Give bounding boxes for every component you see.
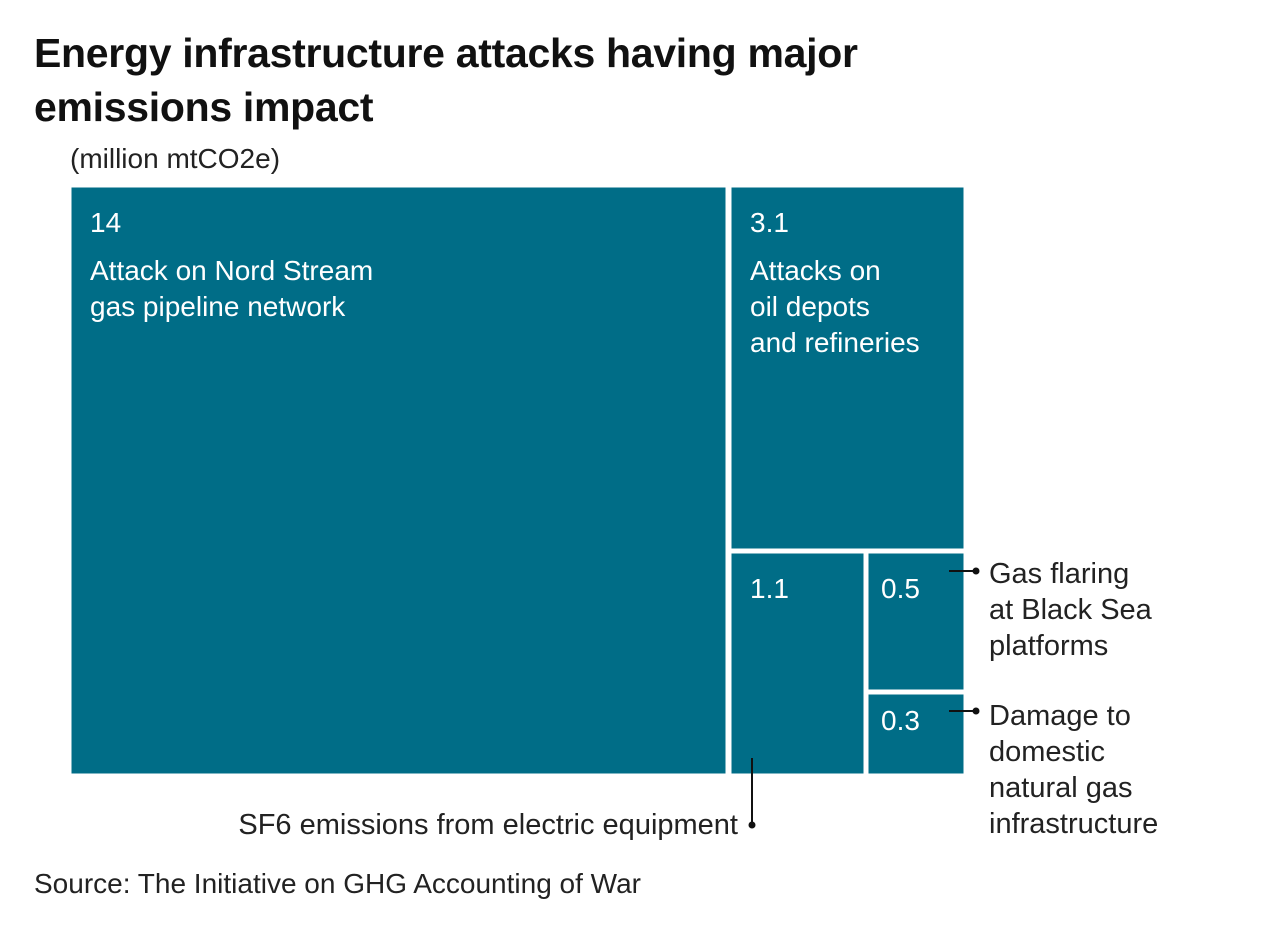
source-note: Source: The Initiative on GHG Accounting… [34,868,641,899]
tile-value-nord-stream: 14 [90,207,121,238]
chart-unit-label: (million mtCO2e) [70,143,281,174]
tile-label-nord-stream: Attack on Nord Stream [90,255,373,286]
tile-label-oil-depots: Attacks on [750,255,881,286]
callout-label-gas-infrastructure: natural gas [989,772,1133,804]
tile-value-gas-flaring: 0.5 [881,573,920,604]
tile-label-oil-depots: and refineries [750,327,920,358]
treemap-tile-nord-stream [68,184,729,777]
treemap-tile-gas-infrastructure [865,691,967,777]
callout-label-sf6: SF6 emissions from electric equipment [238,809,738,841]
treemap-tile-sf6 [728,550,867,777]
leader-dot-gas-infrastructure [972,707,980,715]
tile-value-sf6: 1.1 [750,573,789,604]
leader-dot-sf6 [748,821,756,829]
callout-label-gas-flaring: platforms [989,630,1108,662]
callout-label-gas-infrastructure: infrastructure [989,808,1158,840]
treemap-tile-oil-depots [728,184,967,552]
leader-dot-gas-flaring [972,567,980,575]
chart-title: Energy infrastructure attacks having maj… [34,30,858,130]
treemap-tile-gas-flaring [865,550,967,693]
callout-label-gas-flaring: Gas flaring [989,558,1129,590]
tile-value-oil-depots: 3.1 [750,207,789,238]
callout-label-gas-infrastructure: Damage to [989,700,1131,732]
tile-value-gas-infrastructure: 0.3 [881,705,920,736]
tile-label-nord-stream: gas pipeline network [90,291,346,322]
callout-label-gas-flaring: at Black Sea [989,594,1153,626]
callout-label-gas-infrastructure: domestic [989,736,1105,768]
tile-label-oil-depots: oil depots [750,291,870,322]
